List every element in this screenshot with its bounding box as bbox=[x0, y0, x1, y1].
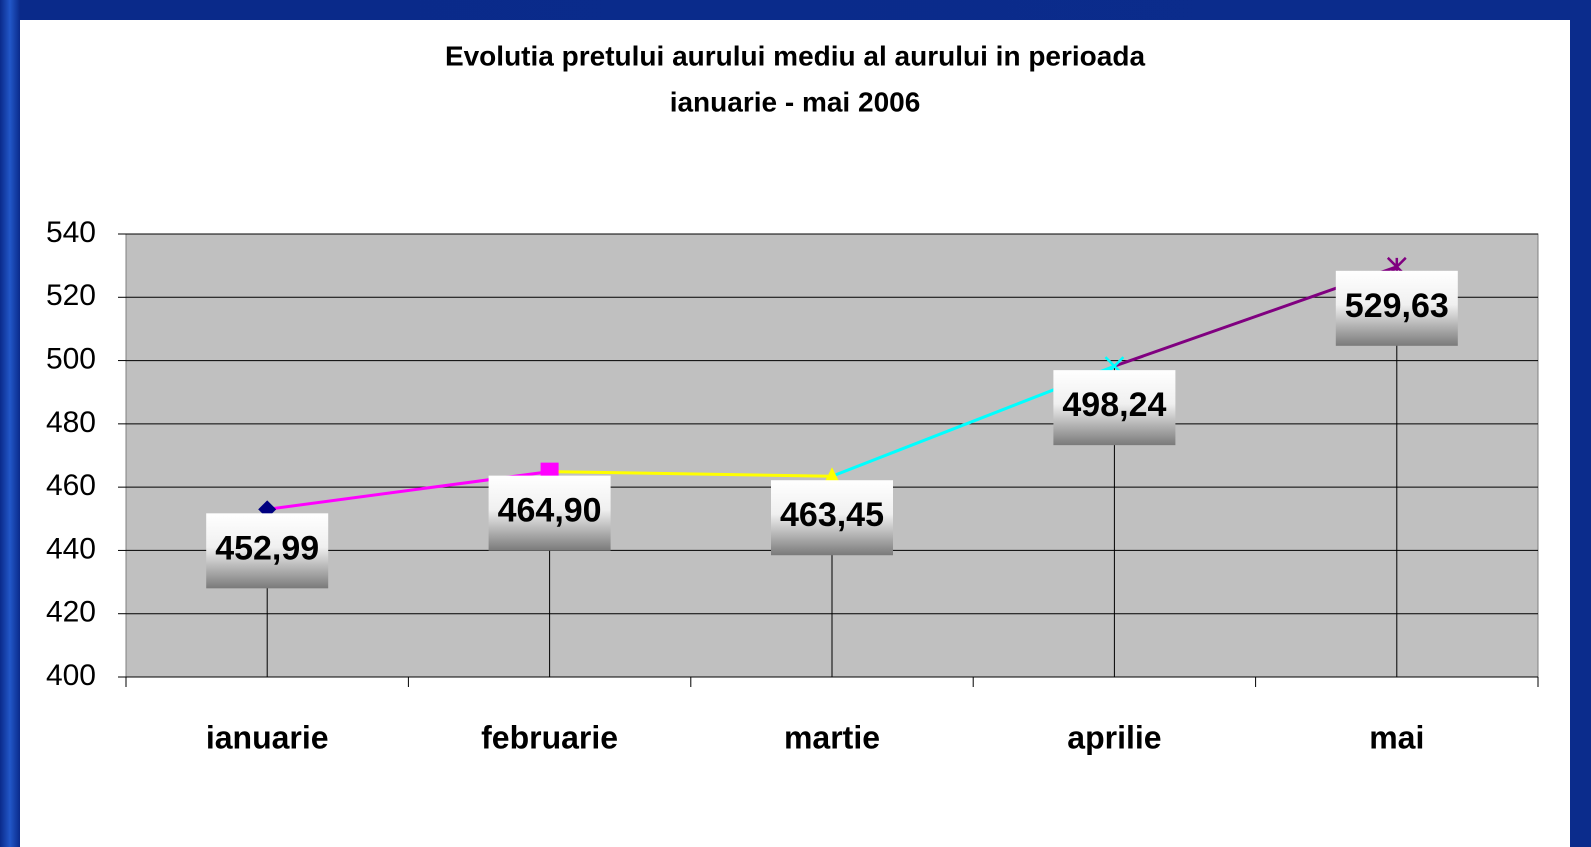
chart-title: ianuarie - mai 2006 bbox=[670, 86, 921, 117]
value-label-box bbox=[1335, 270, 1458, 346]
y-tick-label: 500 bbox=[46, 342, 96, 375]
x-tick-label: mai bbox=[1369, 719, 1424, 755]
y-tick-label: 540 bbox=[46, 216, 96, 249]
value-label-box bbox=[488, 475, 611, 551]
x-tick-label: martie bbox=[784, 719, 880, 755]
x-tick-label: ianuarie bbox=[206, 719, 329, 755]
value-label-box bbox=[1053, 370, 1176, 446]
value-label-box bbox=[771, 480, 893, 556]
x-tick-label: aprilie bbox=[1067, 719, 1161, 755]
value-label: 452,99 bbox=[215, 529, 319, 567]
value-label: 498,24 bbox=[1062, 386, 1166, 424]
value-label: 463,45 bbox=[780, 496, 884, 534]
y-tick-label: 480 bbox=[46, 406, 96, 439]
y-tick-label: 440 bbox=[46, 532, 96, 565]
chart-title: Evolutia pretului aurului mediu al aurul… bbox=[445, 40, 1146, 71]
y-tick-label: 460 bbox=[46, 469, 96, 502]
value-label: 464,90 bbox=[498, 492, 602, 530]
value-label-box bbox=[206, 513, 329, 589]
x-tick-label: februarie bbox=[481, 719, 618, 755]
y-tick-label: 400 bbox=[46, 659, 96, 692]
y-tick-label: 520 bbox=[46, 279, 96, 312]
point-marker bbox=[258, 500, 277, 519]
y-tick-label: 420 bbox=[46, 596, 96, 629]
line-segment bbox=[549, 470, 833, 478]
value-label: 529,63 bbox=[1345, 287, 1449, 325]
